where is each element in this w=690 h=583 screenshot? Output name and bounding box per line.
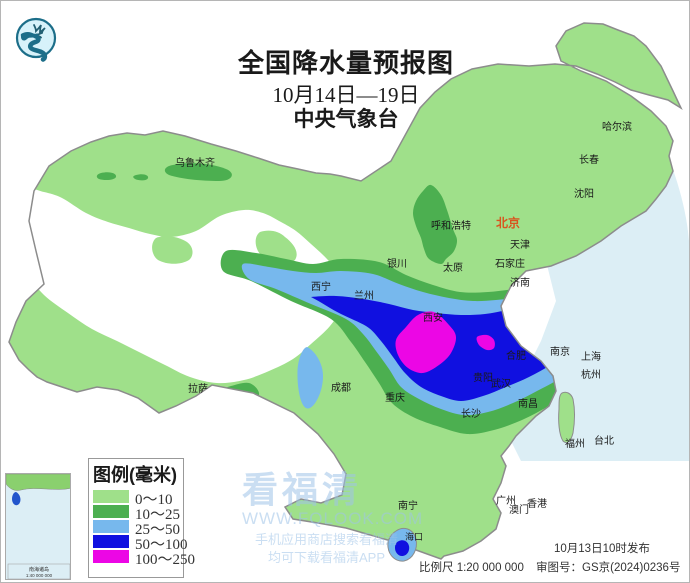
svg-text:1:40 000 000: 1:40 000 000 xyxy=(26,573,53,578)
svg-text:南海诸岛: 南海诸岛 xyxy=(29,566,49,573)
